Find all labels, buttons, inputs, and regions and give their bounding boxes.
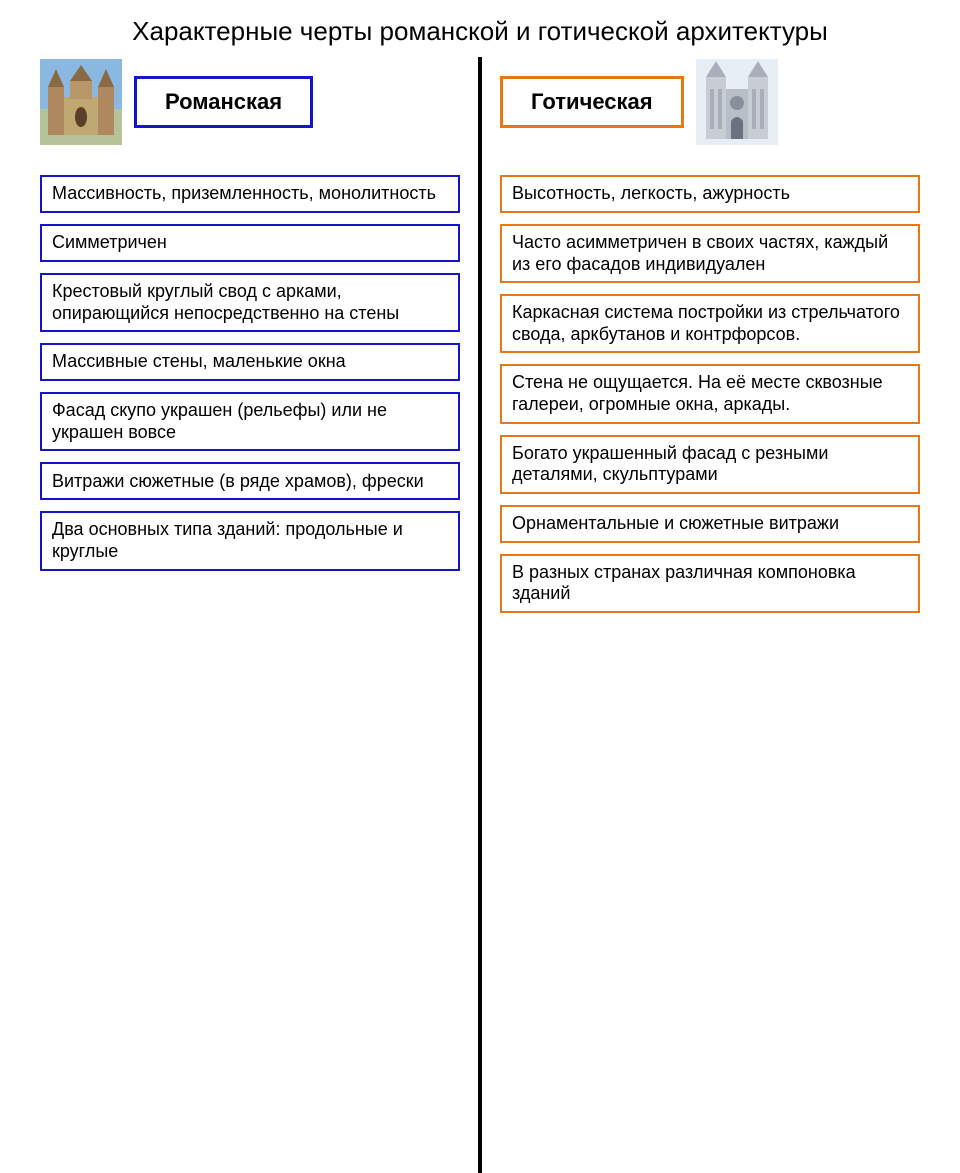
label-gothic: Готическая (500, 76, 684, 128)
feature-box: Два основных типа зданий: продольные и к… (40, 511, 460, 570)
feature-box: Стена не ощущается. На её месте сквозные… (500, 364, 920, 423)
header-gothic: Готическая (500, 57, 920, 147)
label-romanesque: Романская (134, 76, 313, 128)
feature-box: Каркасная система постройки из стрельчат… (500, 294, 920, 353)
romanesque-church-icon (40, 59, 122, 145)
feature-box: Витражи сюжетные (в ряде храмов), фрески (40, 462, 460, 500)
feature-box: Крестовый круглый свод с арками, опирающ… (40, 273, 460, 332)
gothic-cathedral-icon (696, 59, 778, 145)
header-romanesque: Романская (40, 57, 460, 147)
comparison-columns: Романская Массивность, приземленность, м… (0, 57, 960, 613)
feature-box: Высотность, легкость, ажурность (500, 175, 920, 213)
feature-box: Массивность, приземленность, монолитност… (40, 175, 460, 213)
page-title: Характерные черты романской и готической… (0, 0, 960, 57)
vertical-divider (478, 57, 482, 1173)
column-romanesque: Романская Массивность, приземленность, м… (20, 57, 480, 613)
feature-box: В разных странах различная компоновка зд… (500, 554, 920, 613)
features-romanesque: Массивность, приземленность, монолитност… (40, 175, 460, 571)
feature-box: Богато украшенный фасад с резными деталя… (500, 435, 920, 494)
feature-box: Симметричен (40, 224, 460, 262)
feature-box: Часто асимметричен в своих частях, кажды… (500, 224, 920, 283)
features-gothic: Высотность, легкость, ажурность Часто аси… (500, 175, 920, 613)
feature-box: Фасад скупо украшен (рельефы) или не укр… (40, 392, 460, 451)
feature-box: Массивные стены, маленькие окна (40, 343, 460, 381)
feature-box: Орнаментальные и сюжетные витражи (500, 505, 920, 543)
column-gothic: Готическая Высотность, легкость, ажурнос… (480, 57, 940, 613)
